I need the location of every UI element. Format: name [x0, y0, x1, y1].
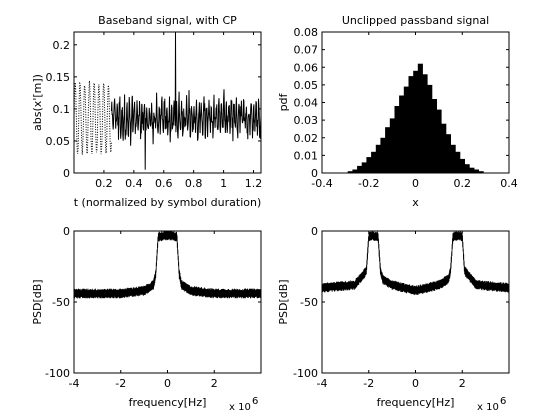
y-tick-label: 0.1 [53, 103, 71, 116]
plot-data [74, 32, 261, 170]
histogram-bar [417, 63, 423, 173]
histogram-bar [375, 144, 381, 173]
series-signal [110, 32, 261, 170]
histogram-bar [464, 164, 470, 173]
x-axis-label: frequency[Hz] [377, 396, 455, 409]
y-tick-label: -50 [300, 296, 318, 309]
y-tick-label: 0.01 [294, 149, 319, 162]
y-tick-label: -100 [45, 367, 70, 380]
x-tick-label: -0.4 [311, 177, 332, 190]
x-tick-label: -4 [69, 377, 80, 390]
plot-area [322, 231, 509, 373]
histogram-bar [385, 127, 391, 173]
y-tick-label: 0 [311, 167, 318, 180]
histogram-bar [478, 171, 484, 173]
histogram-bar [469, 167, 475, 173]
y-tick-label: 0.03 [294, 114, 319, 127]
x-tick-label: 0.4 [125, 177, 143, 190]
y-tick-label: 0.06 [294, 61, 319, 74]
y-tick-label: -100 [293, 367, 318, 380]
y-tick-label: 0 [311, 225, 318, 238]
plot-data [322, 231, 509, 296]
axes-box [73, 31, 262, 174]
x-axis-label: frequency[Hz] [129, 396, 207, 409]
y-tick-label: 0.05 [294, 79, 319, 92]
y-axis-label: PSD[dB] [277, 279, 290, 324]
x-tick-label: 0.4 [500, 177, 518, 190]
y-tick-label: 0.02 [294, 132, 319, 145]
x-multiplier-exponent: 6 [500, 396, 506, 407]
y-tick-label: 0 [63, 225, 70, 238]
x-multiplier-exponent: 6 [252, 396, 258, 407]
histogram-bar [357, 165, 363, 173]
psd-series [322, 231, 509, 296]
histogram-bar [436, 109, 442, 173]
histogram-bar [422, 74, 428, 173]
histogram-bar [450, 144, 456, 173]
x-axis-label: t (normalized by symbol duration) [74, 196, 262, 209]
chart-1: 0.2 0.4 0.6 0.8 1 1.2 0 0.05 0.1 0.15 0.2 Baseband … [31, 14, 262, 209]
histogram-bar [459, 158, 465, 173]
x-tick-label: 1.2 [245, 177, 263, 190]
y-tick-label: 0.15 [46, 71, 71, 84]
plot-area [74, 32, 261, 173]
y-axis-label: PSD[dB] [31, 279, 44, 324]
x-multiplier-label: x 10 [477, 402, 499, 413]
histogram-bar [403, 86, 409, 173]
x-tick-label: -0.2 [358, 177, 379, 190]
x-tick-label: 0.2 [454, 177, 472, 190]
y-tick-label: 0.04 [294, 97, 319, 110]
chart-title: Baseband signal, with CP [98, 14, 237, 27]
histogram-bar [455, 151, 461, 173]
plot-data [347, 63, 484, 173]
chart-3: -4 -2 0 2 0 -50 -100 frequency[Hz] PSD[dB] x 106 [31, 225, 262, 413]
x-tick-label: -2 [115, 377, 126, 390]
x-tick-label: 2 [211, 377, 218, 390]
y-tick-label: 0.08 [294, 26, 319, 39]
histogram-bar [366, 157, 372, 173]
histogram-bar [394, 106, 400, 173]
histogram-bar [445, 134, 451, 173]
y-axis-label: abs(x'[m]) [31, 74, 44, 131]
x-tick-label: 0 [164, 377, 171, 390]
histogram-bar [441, 123, 447, 173]
x-multiplier-label: x 10 [229, 402, 251, 413]
histogram-bar [427, 84, 433, 173]
histogram-bar [352, 169, 358, 173]
x-tick-label: 2 [459, 377, 466, 390]
series-cyclic-prefix [74, 80, 112, 155]
x-tick-label: 1 [220, 177, 227, 190]
histogram-bar [399, 95, 405, 173]
histogram-bar [380, 137, 386, 173]
x-tick-label: 0.8 [185, 177, 203, 190]
x-tick-label: 0 [412, 377, 419, 390]
plot-area [74, 231, 261, 373]
histogram-bar [431, 99, 437, 173]
y-tick-label: -50 [52, 296, 70, 309]
histogram-bar [408, 76, 414, 173]
y-axis-label: pdf [277, 92, 290, 111]
y-tick-label: 0.05 [46, 135, 71, 148]
chart-2: -0.4 -0.2 0 0.2 0.4 0 0.01 0.02 0.03 0.04 0.05 0.06… [277, 14, 518, 209]
y-tick-label: 0.2 [53, 39, 71, 52]
histogram-bar [361, 162, 367, 173]
x-tick-label: 0.2 [95, 177, 113, 190]
histogram-bar [347, 171, 353, 173]
histogram-bar [473, 169, 479, 173]
y-tick-label: 0 [63, 167, 70, 180]
x-tick-label: 0.6 [155, 177, 173, 190]
chart-4: -4 -2 0 2 0 -50 -100 frequency[Hz] PSD[dB] x 106 [277, 225, 510, 413]
histogram-bar [389, 118, 395, 173]
chart-title: Unclipped passband signal [342, 14, 489, 27]
x-tick-label: 0 [412, 177, 419, 190]
histogram-bar [371, 151, 377, 173]
x-tick-label: -4 [317, 377, 328, 390]
histogram-bar [413, 70, 419, 173]
x-axis-label: x [412, 196, 419, 209]
x-tick-label: -2 [363, 377, 374, 390]
y-tick-label: 0.07 [294, 44, 319, 57]
